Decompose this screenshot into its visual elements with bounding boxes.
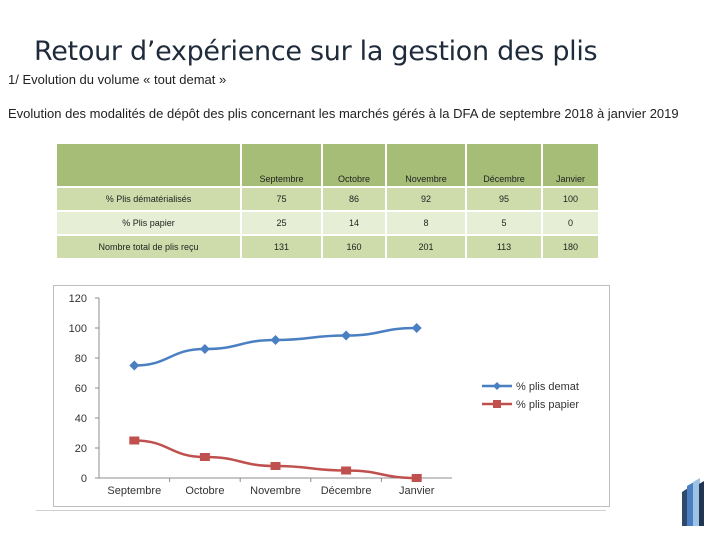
data-point-papier bbox=[199, 453, 210, 461]
y-tick-label: 80 bbox=[75, 353, 87, 365]
table-row: Nombre total de plis reçu 131 160 201 11… bbox=[55, 234, 600, 260]
table-cell: 160 bbox=[321, 234, 387, 260]
x-tick-label: Novembre bbox=[250, 485, 301, 497]
table-header-cell: Septembre bbox=[240, 142, 323, 188]
y-tick-label: 60 bbox=[75, 383, 87, 395]
footer-divider bbox=[36, 510, 606, 511]
data-point-papier bbox=[270, 462, 281, 470]
table-cell: 131 bbox=[240, 234, 323, 260]
table-corner-cell bbox=[55, 142, 242, 188]
table-cell: 180 bbox=[541, 234, 600, 260]
chart-description: Evolution des modalités de dépôt des pli… bbox=[8, 106, 679, 121]
line-chart: 0 20 40 60 80 100 120 Septembre Octobre Novembre D… bbox=[53, 285, 610, 507]
data-point-demat bbox=[411, 323, 422, 333]
row-label: % Plis dématérialisés bbox=[55, 186, 242, 212]
table-cell: 92 bbox=[385, 186, 467, 212]
y-tick-label: 0 bbox=[81, 473, 87, 485]
legend-marker bbox=[493, 400, 501, 408]
data-point-demat bbox=[270, 335, 281, 345]
table-cell: 86 bbox=[321, 186, 387, 212]
table-cell: 100 bbox=[541, 186, 600, 212]
data-point-demat bbox=[129, 360, 140, 371]
chart-svg: 0 20 40 60 80 100 120 Septembre Octobre Novembre D… bbox=[69, 293, 580, 497]
table-cell: 95 bbox=[465, 186, 543, 212]
data-point-demat bbox=[199, 344, 210, 354]
table-row: % Plis papier 25 14 8 5 0 bbox=[55, 210, 600, 236]
y-tick-label: 40 bbox=[75, 413, 87, 425]
legend-marker bbox=[493, 382, 501, 390]
table-header-cell: Janvier bbox=[541, 142, 600, 188]
decorative-bars-icon bbox=[682, 478, 704, 526]
table-cell: 25 bbox=[240, 210, 323, 236]
table-row: % Plis dématérialisés 75 86 92 95 100 bbox=[55, 186, 600, 212]
table-cell: 5 bbox=[465, 210, 543, 236]
data-point-papier bbox=[129, 436, 140, 445]
data-point-demat bbox=[341, 330, 352, 341]
table-cell: 201 bbox=[385, 234, 467, 260]
table-cell: 75 bbox=[240, 186, 323, 212]
row-label: % Plis papier bbox=[55, 210, 242, 236]
x-tick-label: Décembre bbox=[321, 485, 372, 497]
x-tick-label: Septembre bbox=[107, 485, 161, 497]
table-cell: 8 bbox=[385, 210, 467, 236]
table-header-cell: Octobre bbox=[321, 142, 387, 188]
row-label: Nombre total de plis reçu bbox=[55, 234, 242, 260]
table-cell: 113 bbox=[465, 234, 543, 260]
section-subtitle: 1/ Evolution du volume « tout demat » bbox=[8, 72, 227, 87]
table-header-cell: Novembre bbox=[385, 142, 467, 188]
y-tick-label: 20 bbox=[75, 443, 87, 455]
data-point-papier bbox=[411, 474, 422, 482]
series-line-papier bbox=[134, 439, 417, 480]
data-table: Septembre Octobre Novembre Décembre Janv… bbox=[55, 142, 600, 260]
legend-label: % plis papier bbox=[516, 399, 579, 411]
page-title: Retour d’expérience sur la gestion des p… bbox=[34, 36, 598, 67]
x-tick-label: Octobre bbox=[185, 485, 224, 497]
data-point-papier bbox=[341, 466, 352, 475]
y-tick-label: 100 bbox=[69, 323, 87, 335]
table-cell: 0 bbox=[541, 210, 600, 236]
table-header-cell: Décembre bbox=[465, 142, 543, 188]
y-tick-label: 120 bbox=[69, 293, 87, 305]
x-tick-label: Janvier bbox=[399, 485, 435, 497]
series-line-demat bbox=[134, 326, 417, 367]
legend-label: % plis demat bbox=[516, 381, 579, 393]
table-cell: 14 bbox=[321, 210, 387, 236]
table-header-row: Septembre Octobre Novembre Décembre Janv… bbox=[55, 142, 600, 188]
